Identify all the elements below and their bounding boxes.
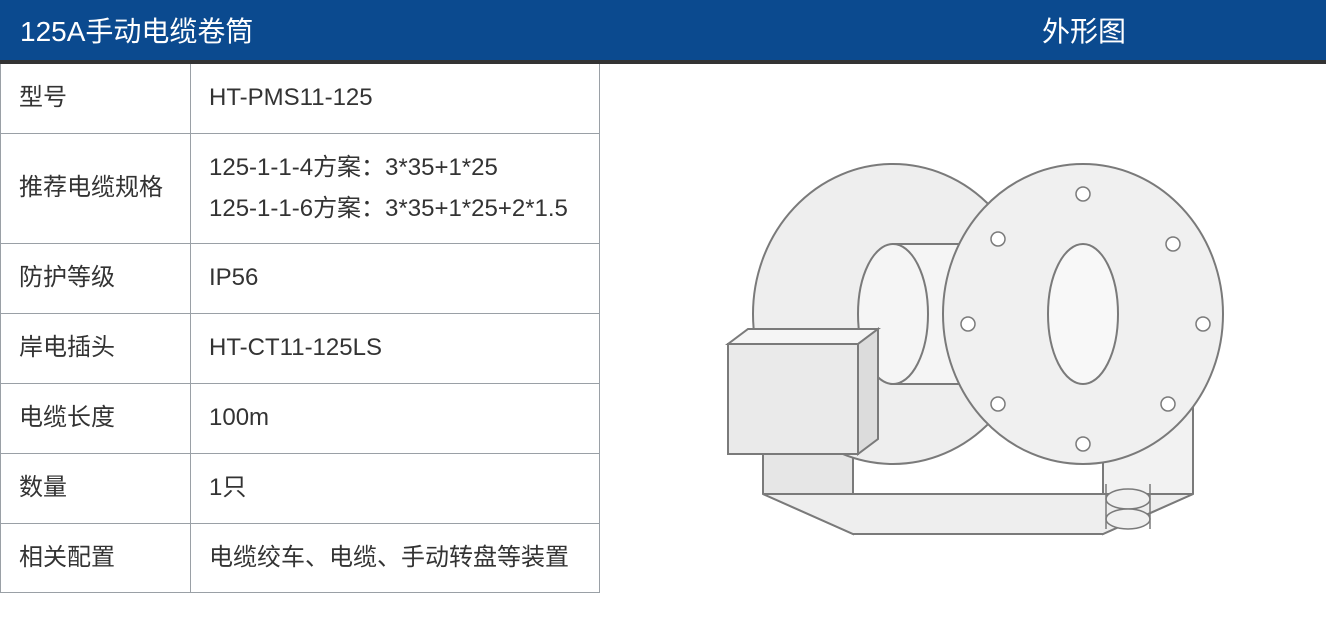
cable-reel-diagram-icon bbox=[683, 114, 1243, 544]
spec-value: HT-CT11-125LS bbox=[191, 314, 600, 384]
table-row: 相关配置 电缆绞车、电缆、手动转盘等装置 bbox=[1, 523, 600, 593]
header-bar: 125A手动电缆卷筒 外形图 bbox=[0, 0, 1326, 64]
spec-table: 型号 HT-PMS11-125 推荐电缆规格 125-1-1-4方案：3*35+… bbox=[0, 64, 600, 593]
table-row: 岸电插头 HT-CT11-125LS bbox=[1, 314, 600, 384]
spec-label: 岸电插头 bbox=[1, 314, 191, 384]
spec-label: 数量 bbox=[1, 453, 191, 523]
table-row: 推荐电缆规格 125-1-1-4方案：3*35+1*25 125-1-1-6方案… bbox=[1, 133, 600, 244]
spec-value: 1只 bbox=[191, 453, 600, 523]
table-row: 电缆长度 100m bbox=[1, 383, 600, 453]
spec-label: 电缆长度 bbox=[1, 383, 191, 453]
spec-value: 125-1-1-4方案：3*35+1*25 125-1-1-6方案：3*35+1… bbox=[191, 133, 600, 244]
page-container: 125A手动电缆卷筒 外形图 型号 HT-PMS11-125 推荐电缆规格 12… bbox=[0, 0, 1326, 593]
spec-value: HT-PMS11-125 bbox=[191, 64, 600, 133]
table-row: 防护等级 IP56 bbox=[1, 244, 600, 314]
spec-value: 电缆绞车、电缆、手动转盘等装置 bbox=[191, 523, 600, 593]
spec-label: 防护等级 bbox=[1, 244, 191, 314]
spec-value: IP56 bbox=[191, 244, 600, 314]
spec-label: 推荐电缆规格 bbox=[1, 133, 191, 244]
header-title-left: 125A手动电缆卷筒 bbox=[20, 10, 253, 50]
table-row: 型号 HT-PMS11-125 bbox=[1, 64, 600, 133]
diagram-cell bbox=[600, 64, 1326, 593]
spec-label: 相关配置 bbox=[1, 523, 191, 593]
table-row: 数量 1只 bbox=[1, 453, 600, 523]
spec-label: 型号 bbox=[1, 64, 191, 133]
content-row: 型号 HT-PMS11-125 推荐电缆规格 125-1-1-4方案：3*35+… bbox=[0, 64, 1326, 593]
spec-value: 100m bbox=[191, 383, 600, 453]
header-title-right: 外形图 bbox=[1042, 10, 1306, 50]
